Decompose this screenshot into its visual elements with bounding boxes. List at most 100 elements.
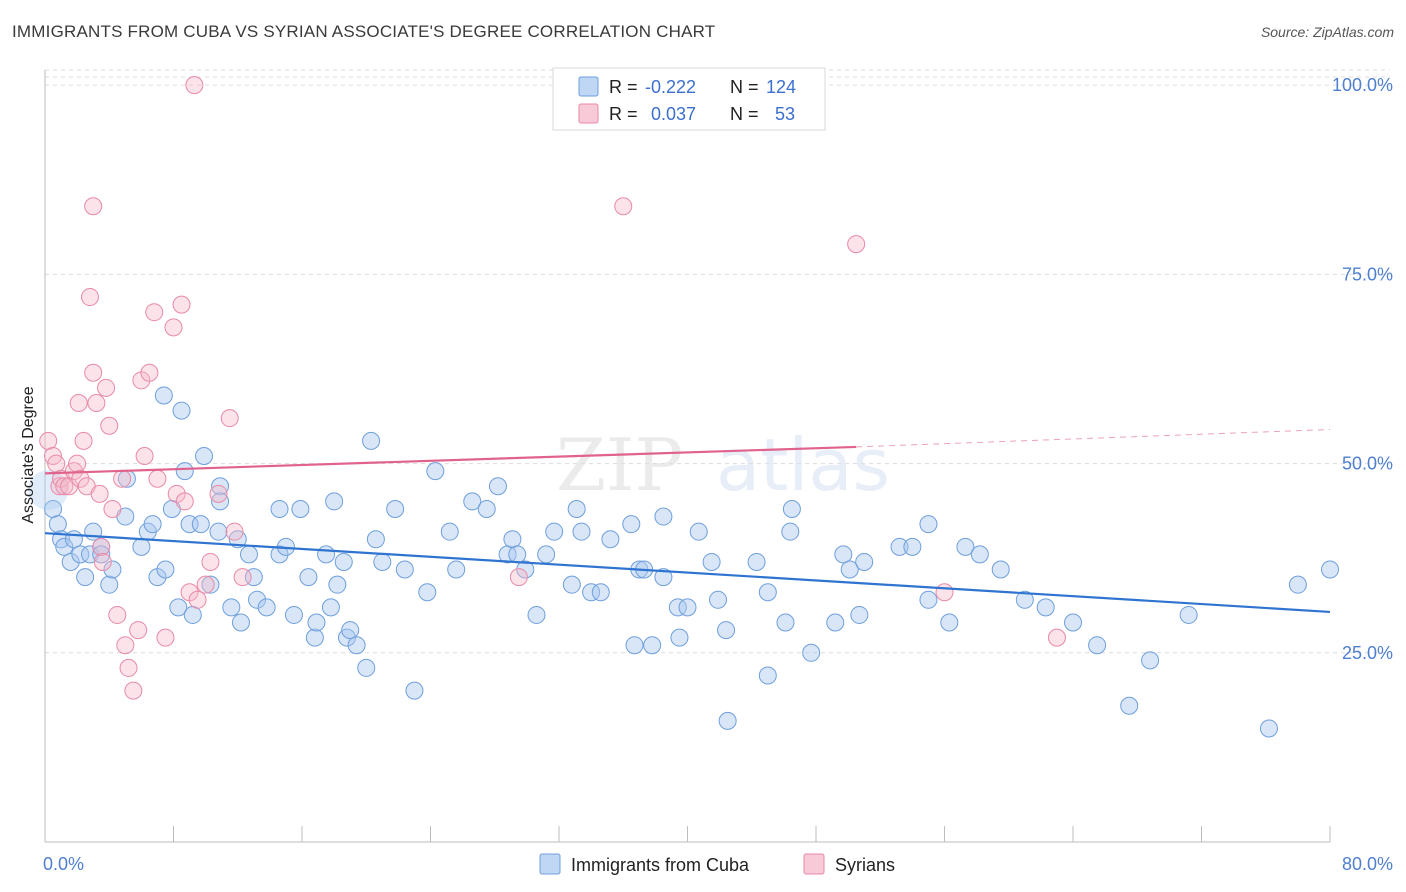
data-point-cuba: [709, 590, 728, 609]
data-point-cuba: [1141, 651, 1160, 670]
data-point-cuba: [516, 560, 535, 579]
legend-n-value-cuba: 124: [766, 77, 796, 97]
data-point-cuba: [463, 492, 482, 511]
data-point-cuba: [55, 537, 74, 556]
data-point-syria: [156, 628, 175, 647]
data-point-cuba: [1288, 575, 1307, 594]
data-point-syria: [69, 394, 88, 413]
bottom-legend-swatch-cuba: [539, 853, 561, 875]
watermark-zip: ZIP: [556, 423, 683, 507]
data-point-cuba: [373, 552, 392, 571]
data-point-cuba: [132, 537, 151, 556]
data-point-cuba: [328, 575, 347, 594]
data-point-cuba: [562, 575, 581, 594]
data-point-syria: [135, 447, 154, 465]
data-point-cuba: [850, 605, 869, 624]
data-point-syria: [100, 416, 119, 435]
data-point-cuba: [668, 598, 687, 617]
data-point-cuba: [919, 590, 938, 609]
data-point-cuba: [678, 598, 697, 617]
data-point-cuba: [940, 613, 959, 632]
data-point-cuba: [143, 515, 162, 534]
data-point-cuba: [991, 560, 1010, 579]
data-point-cuba: [156, 560, 175, 579]
data-point-syria: [140, 363, 159, 382]
data-point-syria: [116, 636, 135, 655]
data-point-cuba: [172, 401, 191, 420]
data-point-cuba: [503, 530, 522, 549]
data-point-cuba: [64, 530, 83, 549]
data-point-cuba: [61, 552, 80, 571]
data-point-syria: [164, 318, 183, 337]
data-point-cuba: [826, 613, 845, 632]
data-point-cuba: [572, 522, 591, 541]
data-point-cuba: [758, 666, 777, 685]
data-point-cuba: [1088, 636, 1107, 655]
data-point-syria: [196, 575, 215, 594]
data-point-cuba: [347, 636, 366, 655]
bottom-legend-label-cuba: Immigrants from Cuba: [571, 855, 750, 875]
data-point-cuba: [195, 447, 214, 465]
data-point-cuba: [717, 621, 736, 640]
data-point-cuba: [76, 568, 95, 587]
data-point-cuba: [654, 568, 673, 587]
data-point-syria: [93, 552, 112, 571]
data-point-cuba: [183, 605, 202, 624]
data-point-cuba: [341, 621, 360, 640]
data-point-cuba: [257, 598, 276, 617]
data-point-syria: [92, 537, 111, 556]
data-point-cuba: [154, 386, 173, 405]
trend-line-cuba: [44, 532, 1331, 614]
data-point-cuba: [191, 515, 210, 534]
data-point-syria: [145, 303, 164, 322]
data-point-cuba: [239, 545, 258, 564]
data-point-cuba: [582, 583, 601, 602]
data-point-cuba: [386, 499, 405, 518]
data-point-cuba: [305, 628, 324, 647]
data-point-syria: [74, 431, 93, 450]
data-point-cuba: [92, 545, 111, 564]
data-point-cuba: [366, 530, 385, 549]
data-point-cuba: [1120, 696, 1139, 715]
watermark-atlas: atlas: [716, 423, 890, 507]
data-point-cuba: [169, 598, 188, 617]
data-point-cuba: [426, 462, 445, 481]
x-tick-label-start: 0.0%: [43, 854, 84, 874]
data-point-syria: [97, 378, 116, 397]
data-point-cuba: [270, 545, 289, 564]
data-point-cuba: [270, 499, 289, 518]
data-point-syria: [188, 590, 207, 609]
data-point-syria: [847, 235, 866, 254]
data-point-cuba: [855, 552, 874, 571]
data-point-cuba: [357, 658, 376, 677]
data-point-cuba: [643, 636, 662, 655]
data-point-cuba: [418, 583, 437, 602]
data-point-cuba: [970, 545, 989, 564]
legend-swatch-cuba: [578, 76, 599, 97]
data-point-cuba: [718, 711, 737, 730]
data-point-syria: [71, 469, 90, 488]
legend-r-label-cuba: R =: [609, 77, 638, 97]
data-point-cuba: [1321, 560, 1339, 579]
data-point-cuba: [248, 590, 267, 609]
series-legend: Immigrants from Cuba Syrians: [539, 853, 895, 875]
data-point-cuba: [299, 568, 318, 587]
data-point-cuba: [890, 537, 909, 556]
data-point-cuba: [527, 605, 546, 624]
data-point-syria: [124, 681, 143, 700]
data-point-cuba: [321, 598, 340, 617]
data-point-cuba: [956, 537, 975, 556]
data-point-cuba: [508, 545, 527, 564]
legend-n-label-cuba: N =: [730, 77, 759, 97]
data-point-cuba: [654, 507, 673, 526]
data-point-syria: [233, 568, 252, 587]
data-point-cuba: [903, 537, 922, 556]
data-point-cuba: [625, 636, 644, 655]
data-point-cuba: [840, 560, 859, 579]
source-note: Source: ZipAtlas.com: [1260, 24, 1394, 40]
data-point-syria: [84, 197, 103, 216]
watermark: ZIP atlas: [556, 423, 890, 507]
data-point-cuba: [325, 492, 344, 511]
data-point-syria: [47, 454, 66, 473]
series-syria-points: [39, 76, 1066, 700]
